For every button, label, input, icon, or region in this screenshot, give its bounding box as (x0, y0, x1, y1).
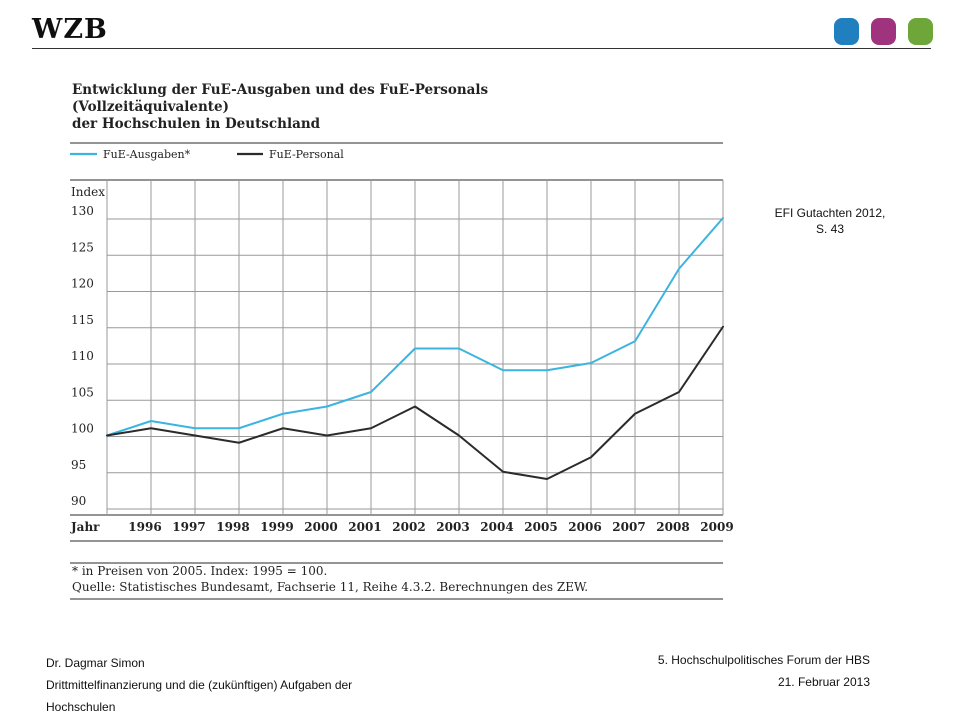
y-tick-label: 95 (71, 458, 86, 472)
footer-talk-title-line-1: Drittmittelfinanzierung und die (zukünft… (46, 678, 353, 692)
footer-author: Dr. Dagmar Simon (46, 656, 145, 670)
y-tick-label: 125 (71, 240, 94, 254)
y-tick-label: 130 (71, 204, 94, 218)
y-axis-title: Index (71, 185, 105, 199)
y-tick-label: 105 (71, 385, 94, 399)
x-tick-label: 1996 (128, 520, 161, 534)
x-tick-label: 1997 (172, 520, 205, 534)
blue-square-icon (834, 18, 859, 45)
footer-right: 5. Hochschulpolitisches Forum der HBS 21… (560, 649, 870, 693)
y-tick-label: 100 (71, 422, 94, 436)
x-tick-label: 2006 (568, 520, 601, 534)
source-note-line-2: S. 43 (815, 222, 845, 236)
chart-footnote: * in Preisen von 2005. Index: 1995 = 100… (72, 564, 327, 578)
series-line-fue-ausgaben (106, 217, 724, 437)
source-note: EFI Gutachten 2012, S. 43 (760, 205, 900, 237)
footer-left: Dr. Dagmar Simon Drittmittelfinanzierung… (46, 652, 352, 718)
chart-title: Entwicklung der FuE-Ausgaben und des FuE… (72, 82, 632, 133)
x-axis-title: Jahr (70, 520, 100, 534)
chart-source: Quelle: Statistisches Bundesamt, Fachser… (72, 580, 588, 594)
wzb-logo: WZB (32, 14, 108, 45)
y-tick-label: 110 (71, 349, 94, 363)
x-tick-label: 2008 (656, 520, 689, 534)
x-tick-label: 2005 (524, 520, 557, 534)
green-square-icon (908, 18, 933, 45)
x-tick-label: 1999 (260, 520, 293, 534)
source-note-line-1: EFI Gutachten 2012, (774, 206, 886, 220)
y-tick-label: 115 (71, 313, 94, 327)
x-tick-label: 2007 (612, 520, 645, 534)
y-tick-label: 90 (71, 494, 86, 508)
magenta-square-icon (871, 18, 896, 45)
x-tick-label: 1998 (216, 520, 249, 534)
series-line-fue-personal (106, 325, 724, 480)
x-tick-label: 2000 (304, 520, 337, 534)
legend-label-fue-personal: FuE-Personal (269, 148, 344, 161)
chart-title-line-1: Entwicklung der FuE-Ausgaben und des FuE… (72, 82, 489, 115)
footer-event: 5. Hochschulpolitisches Forum der HBS (657, 653, 870, 667)
x-tick-label: 2002 (392, 520, 425, 534)
x-tick-label: 2004 (480, 520, 513, 534)
x-tick-label: 2009 (700, 520, 733, 534)
x-tick-label: 2001 (348, 520, 381, 534)
footer-date: 21. Februar 2013 (777, 675, 870, 689)
chart-title-line-2: der Hochschulen in Deutschland (72, 116, 321, 132)
footer-talk-title-line-2: Hochschulen (46, 700, 116, 714)
header-rule (32, 48, 931, 49)
x-tick-label: 2003 (436, 520, 469, 534)
legend-label-fue-ausgaben: FuE-Ausgaben* (103, 148, 191, 161)
y-tick-label: 120 (71, 277, 94, 291)
